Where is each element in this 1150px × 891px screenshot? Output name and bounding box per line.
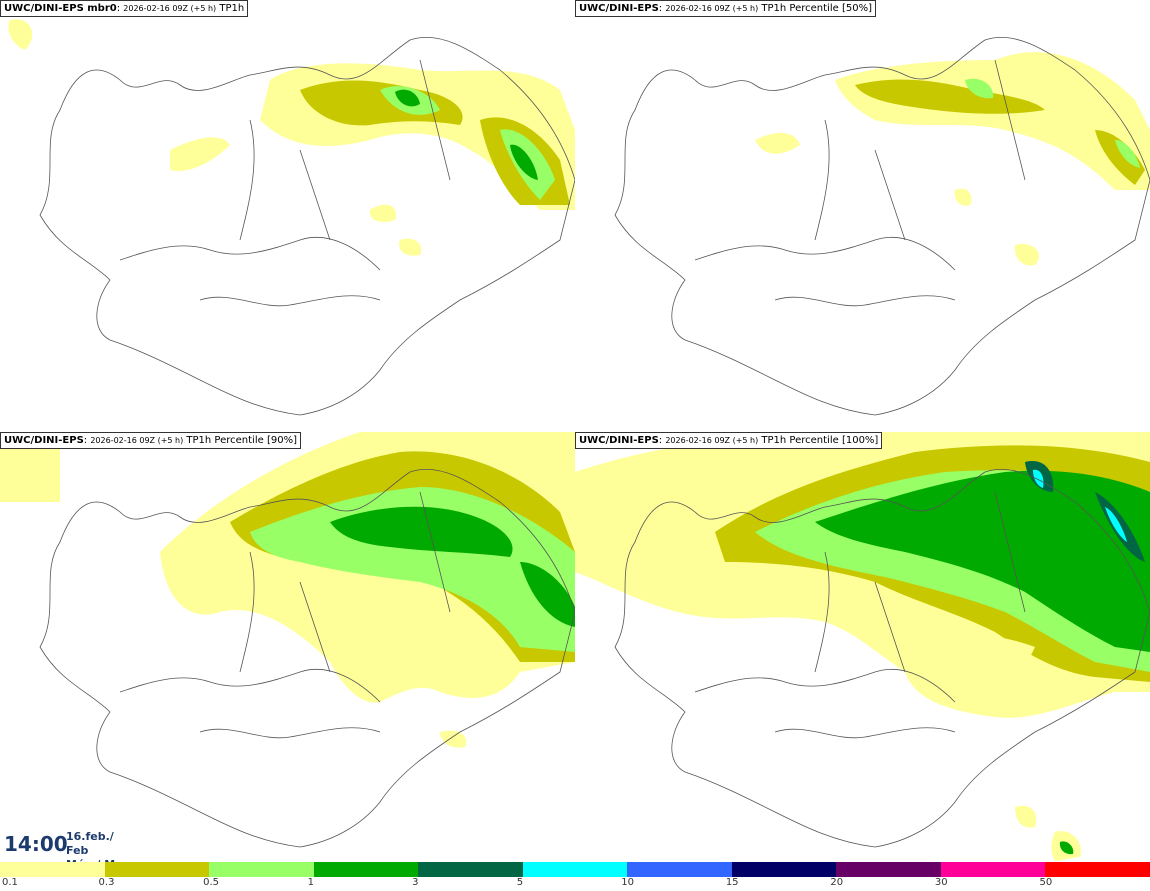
- map-canvas: [0, 432, 575, 848]
- legend-tick-label: 20: [830, 877, 844, 888]
- legend-swatch: [627, 862, 732, 877]
- map-panel-p100: UWC/DINI-EPS: 2026-02-16 09Z (+5 h) TP1h…: [575, 432, 1150, 861]
- legend-swatch: [0, 862, 105, 877]
- iceland-outline: [614, 468, 1150, 848]
- legend-swatch: [104, 862, 210, 877]
- panel-title: UWC/DINI-EPS: 2026-02-16 09Z (+5 h) TP1h…: [575, 0, 876, 17]
- legend-ticks: 0.1 0.3 0.5 1 3 5 10 15 20 30 50: [0, 877, 1150, 891]
- panel-title: UWC/DINI-EPS mbr0: 2026-02-16 09Z (+5 h)…: [0, 0, 249, 17]
- panel-run: 2026-02-16 09Z (+5 h): [665, 436, 759, 445]
- map-canvas: [614, 36, 1150, 416]
- precip-field: [0, 432, 575, 748]
- legend-tick-label: 50: [1039, 877, 1053, 888]
- precip-field: [8, 19, 575, 256]
- panel-field: TP1h Percentile [50%]: [761, 3, 872, 14]
- panel-model: UWC/DINI-EPS: [579, 3, 659, 14]
- panel-title: UWC/DINI-EPS: 2026-02-16 09Z (+5 h) TP1h…: [575, 432, 883, 449]
- legend-swatch: [313, 862, 419, 877]
- legend-swatch: [940, 862, 1046, 877]
- panel-run: 2026-02-16 09Z (+5 h): [123, 4, 217, 13]
- panel-field: TP1h: [219, 3, 245, 14]
- panel-run: 2026-02-16 09Z (+5 h): [90, 436, 184, 445]
- legend-tick-label: 10: [621, 877, 634, 888]
- legend-swatch: [522, 862, 628, 877]
- precip-field: [575, 432, 1150, 861]
- valid-time-box: 14:00 16.feb./ Feb Mán./ Mon: [0, 826, 138, 871]
- legend-tick-label: 0.3: [98, 877, 115, 888]
- iceland-outline: [39, 36, 575, 416]
- legend-tick-label: 0.5: [203, 877, 219, 888]
- map-canvas: [575, 432, 1150, 861]
- legend-swatch: [418, 862, 523, 877]
- legend-swatch: [731, 862, 837, 877]
- map-canvas: [8, 19, 575, 416]
- panel-title: UWC/DINI-EPS: 2026-02-16 09Z (+5 h) TP1h…: [0, 432, 301, 449]
- iceland-outline: [39, 468, 575, 848]
- legend-tick-label: 30: [934, 877, 948, 888]
- map-panel-mbr0: UWC/DINI-EPS mbr0: 2026-02-16 09Z (+5 h)…: [0, 0, 575, 429]
- legend-swatch: [836, 862, 941, 877]
- panel-model: UWC/DINI-EPS: [579, 435, 659, 446]
- valid-time: 14:00: [4, 832, 68, 856]
- panel-model: UWC/DINI-EPS: [4, 435, 84, 446]
- legend-tick-label: 3: [412, 877, 419, 888]
- legend-swatch: [1045, 862, 1150, 877]
- legend-tick-label: 1: [307, 877, 314, 888]
- iceland-outline: [614, 36, 1150, 416]
- panel-field: TP1h Percentile [90%]: [186, 435, 297, 446]
- panel-field: TP1h Percentile [100%]: [761, 435, 879, 446]
- panel-run: 2026-02-16 09Z (+5 h): [665, 4, 759, 13]
- panel-model: UWC/DINI-EPS mbr0: [4, 3, 117, 14]
- color-legend: [0, 862, 1150, 877]
- valid-date-line: 16.feb./ Feb: [66, 830, 114, 857]
- precip-field: [755, 52, 1150, 266]
- legend-tick-label: 5: [516, 877, 524, 888]
- legend-swatch: [209, 862, 314, 877]
- map-panel-p90: UWC/DINI-EPS: 2026-02-16 09Z (+5 h) TP1h…: [0, 432, 575, 861]
- map-panel-p50: UWC/DINI-EPS: 2026-02-16 09Z (+5 h) TP1h…: [575, 0, 1150, 429]
- legend-tick-label: 15: [725, 877, 739, 888]
- legend-tick-label: 0.1: [2, 877, 18, 888]
